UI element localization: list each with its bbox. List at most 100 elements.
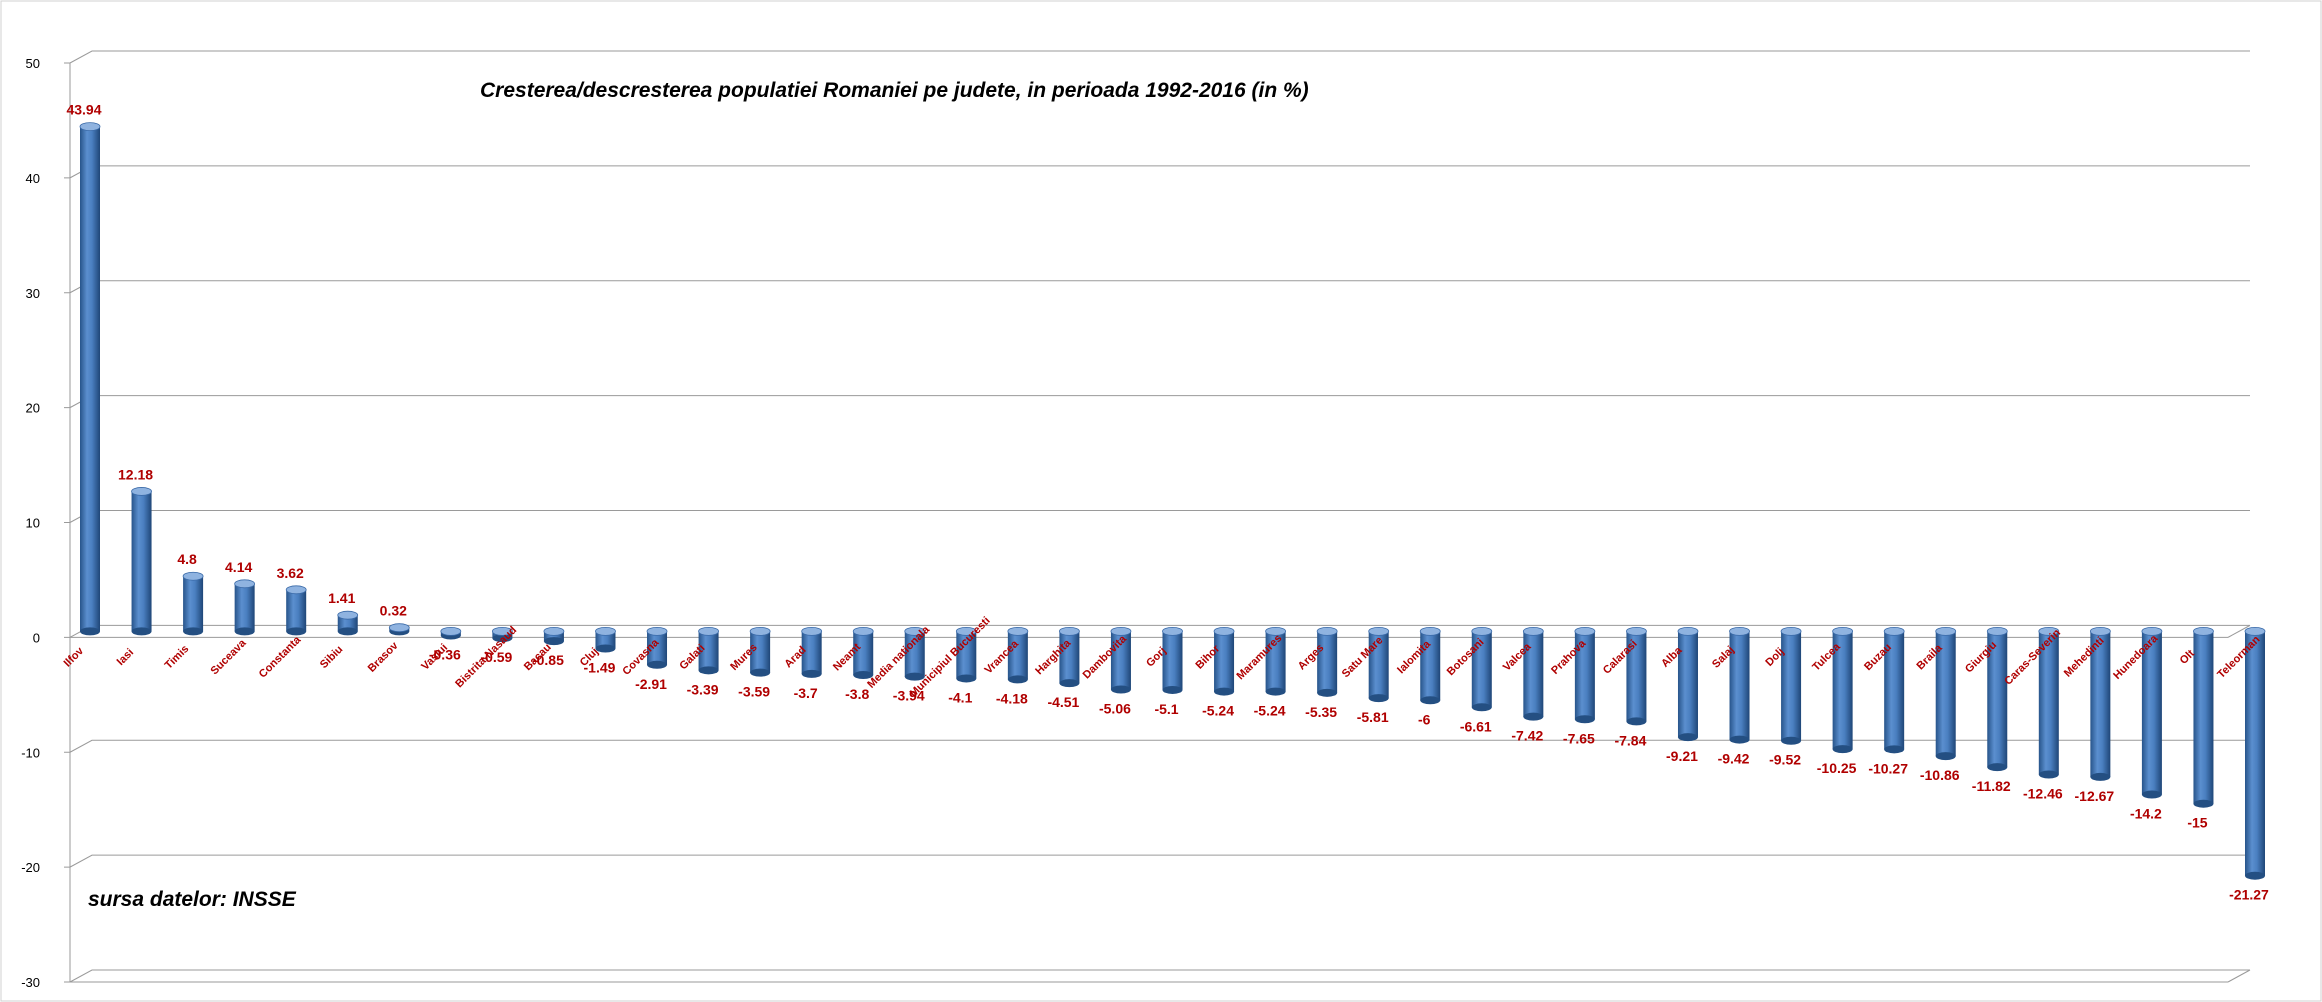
data-label: -7.42 [1511,728,1543,744]
data-label: -10.86 [1920,767,1960,783]
bar [182,571,204,636]
gridline [69,854,2250,868]
bar [1677,626,1699,742]
data-label: -9.21 [1666,748,1698,764]
chart-title: Cresterea/descresterea populatiei Romani… [480,79,1309,102]
bar [1883,626,1905,754]
bar [1059,626,1080,688]
bar [1419,626,1441,705]
data-label: -4.18 [996,690,1028,706]
data-label: -0.59 [480,649,512,665]
y-tick-label: -20 [21,860,40,875]
data-label: -4.51 [1047,694,1079,710]
data-label: -2.91 [635,676,667,692]
data-label: -5.81 [1357,709,1389,725]
data-label: -5.06 [1099,701,1131,717]
data-label: -15 [2187,815,2207,831]
data-label: 3.62 [277,565,304,581]
y-tick-label: 10 [26,516,40,531]
data-label: -3.7 [794,685,818,701]
data-label: -3.59 [738,684,770,700]
y-tick-label: -30 [21,975,40,990]
bar [285,585,307,636]
bar [1780,626,1802,745]
bar [595,626,616,653]
data-label: -6.61 [1460,718,1492,734]
data-label: -7.65 [1563,730,1595,746]
bar [1935,626,1957,761]
data-label: 4.8 [177,551,197,567]
data-label: -5.35 [1305,704,1337,720]
bar [2141,626,2163,799]
data-label: -5.24 [1254,703,1286,719]
data-label: 43.94 [66,102,101,118]
bar [2089,626,2111,781]
data-label: -7.84 [1614,732,1646,748]
data-label: 0.32 [380,603,407,619]
data-label: -0.36 [429,647,461,663]
bar [646,626,668,669]
bar [337,610,359,636]
data-label: -10.27 [1868,760,1908,776]
bar [1265,626,1286,696]
bar [749,626,771,677]
bar [1471,626,1493,712]
data-label: 4.14 [225,559,252,575]
data-labels: 43.94 12.18 4.8 4.14 3.62 1.41 0.32 -0.36 -0.59 -… [66,102,2269,903]
bar [1986,626,2008,772]
y-tick-label: 50 [26,56,40,71]
y-tick-label: 0 [33,630,40,645]
bar [234,579,256,636]
y-tick-label: 30 [26,286,40,301]
data-label: -4.1 [948,689,972,705]
y-tick-label: -10 [21,745,40,760]
gridline [69,50,2250,64]
bar [543,626,565,646]
bar [1368,626,1390,703]
data-label: -14.2 [2130,805,2162,821]
data-label: -6 [1418,711,1431,727]
data-label: 12.18 [118,466,153,482]
bar [491,626,513,643]
data-label: -10.25 [1817,760,1857,776]
bar [1574,626,1596,724]
data-label: -0.85 [532,652,564,668]
bar [1729,626,1750,744]
y-tick-label: 40 [26,171,40,186]
bar [955,626,977,683]
data-label: -12.67 [2075,788,2115,804]
bar [698,626,719,675]
bar [2038,626,2060,779]
bar [852,626,874,680]
floor-edge [2227,969,2251,983]
bars [79,122,2266,880]
source-note: sursa datelor: INSSE [88,888,297,911]
bar [904,626,926,681]
bar [2193,626,2214,808]
data-label: -3.94 [893,688,925,704]
y-axis-ticks: -30 -20 -10 0 10 20 30 40 50 [21,56,40,990]
bar [1832,626,1854,754]
data-label: -9.42 [1718,751,1750,767]
bar [1162,626,1183,694]
data-label: -21.27 [2229,887,2269,903]
data-label: -9.52 [1769,752,1801,768]
data-label: -1.49 [584,659,616,675]
y-tick-label: 20 [26,401,40,416]
bar [1626,626,1647,726]
data-label: -11.82 [1972,778,2011,794]
bar [1007,626,1029,684]
bar [1522,626,1544,721]
zero-edge [2227,624,2251,638]
data-label: -5.24 [1202,703,1234,719]
bar [801,626,823,678]
data-label: -3.8 [845,686,869,702]
bar [131,487,152,636]
bar [79,122,101,636]
data-label: -12.46 [2023,786,2063,802]
bar [1316,626,1338,697]
gridline [69,739,2250,753]
